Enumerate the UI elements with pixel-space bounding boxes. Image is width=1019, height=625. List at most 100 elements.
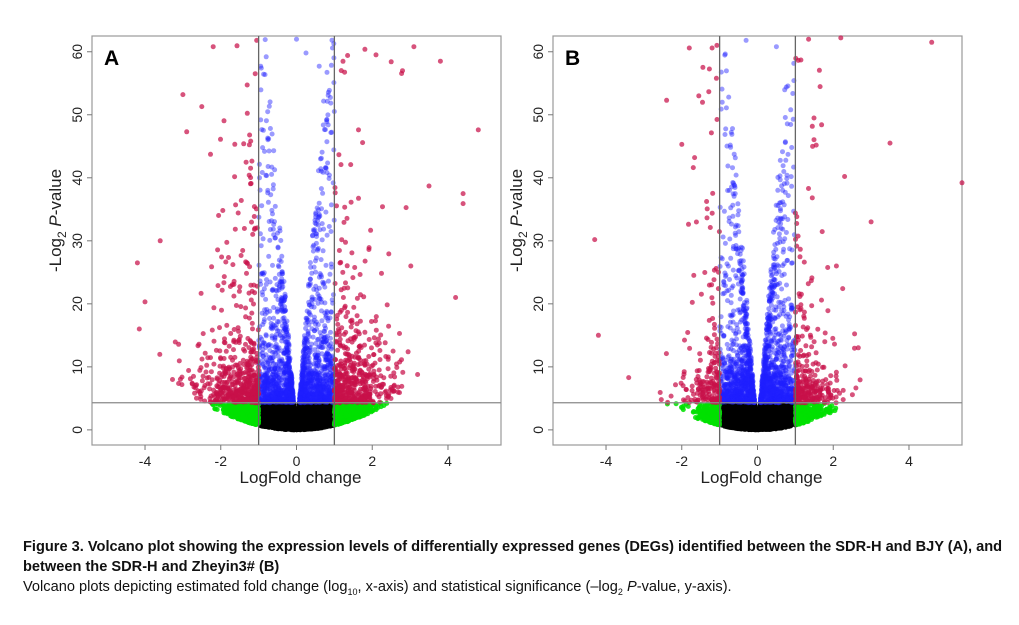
point-significant xyxy=(320,248,326,254)
point-significant xyxy=(268,192,274,198)
point-significant xyxy=(307,282,313,288)
point-significant xyxy=(319,274,324,280)
point-significant xyxy=(320,344,326,350)
point-significant xyxy=(323,262,329,268)
point-significant xyxy=(319,206,324,212)
point-significant xyxy=(328,229,334,234)
point-significant xyxy=(257,175,262,181)
point-fold-change xyxy=(368,404,374,410)
point-significant xyxy=(263,281,269,287)
point-significant xyxy=(269,207,275,213)
point-fold-change xyxy=(243,415,249,421)
point-not-significant xyxy=(298,417,304,423)
point-not-significant xyxy=(292,426,298,432)
point-not-significant xyxy=(318,423,324,429)
point-significant xyxy=(315,300,321,306)
point-not-significant xyxy=(261,410,267,416)
point-fold-change xyxy=(367,408,373,414)
point-significant xyxy=(328,202,334,208)
point-significant xyxy=(319,237,325,243)
point-significant xyxy=(324,117,330,123)
point-not-significant xyxy=(281,408,287,414)
point-not-significant xyxy=(325,414,331,420)
point-not-significant xyxy=(312,411,318,417)
point-significant xyxy=(328,62,334,68)
point-not-significant xyxy=(304,425,310,430)
point-significant xyxy=(307,302,313,308)
point-significant xyxy=(267,126,273,131)
point-fold-change xyxy=(353,412,359,418)
point-significant xyxy=(307,260,313,266)
point-not-significant xyxy=(309,426,315,432)
point-significant xyxy=(270,262,275,268)
point-fold-change xyxy=(229,414,235,420)
point-significant xyxy=(271,148,277,154)
point-fold-change xyxy=(362,407,368,413)
point-fold-change xyxy=(347,417,353,423)
point-significant xyxy=(326,172,332,178)
point-fold-change xyxy=(252,420,258,426)
point-significant xyxy=(328,100,334,106)
point-significant xyxy=(319,221,325,227)
point-fold-change xyxy=(342,419,348,425)
point-significant xyxy=(325,160,331,166)
point-not-significant xyxy=(269,409,275,415)
point-not-significant xyxy=(317,406,323,411)
point-not-significant xyxy=(272,419,277,424)
point-significant xyxy=(260,236,266,242)
point-not-significant xyxy=(313,416,319,422)
point-not-significant xyxy=(273,425,279,431)
point-significant xyxy=(272,275,278,281)
point-significant xyxy=(316,200,322,206)
point-significant xyxy=(320,122,326,128)
point-significant xyxy=(269,131,275,137)
point-significant xyxy=(310,296,316,302)
point-significant xyxy=(313,269,319,275)
point-significant xyxy=(269,171,275,177)
point-significant xyxy=(267,227,273,232)
point-not-significant xyxy=(303,412,308,418)
point-significant xyxy=(319,149,325,155)
point-fold-change xyxy=(214,407,220,412)
point-not-significant xyxy=(307,418,313,424)
point-significant xyxy=(326,224,332,229)
point-fold-change xyxy=(343,413,349,419)
point-significant xyxy=(265,187,271,193)
point-significant xyxy=(324,69,330,75)
point-significant xyxy=(318,186,324,192)
point-significant xyxy=(323,209,329,215)
point-significant xyxy=(319,308,324,314)
point-not-significant xyxy=(320,417,326,423)
point-significant xyxy=(258,243,264,249)
point-not-significant xyxy=(284,425,290,431)
point-not-significant xyxy=(304,405,310,411)
point-significant xyxy=(266,253,272,259)
point-significant xyxy=(266,148,272,154)
point-significant xyxy=(263,296,269,302)
point-significant xyxy=(275,244,281,250)
point-not-significant xyxy=(266,420,272,426)
point-significant xyxy=(265,137,271,143)
point-not-significant xyxy=(288,407,294,412)
point-fold-change xyxy=(221,407,226,412)
point-fold-change xyxy=(225,410,231,416)
point-significant xyxy=(262,72,268,78)
point-significant xyxy=(314,205,320,211)
point-significant xyxy=(265,109,271,115)
point-fold-change xyxy=(338,415,344,420)
point-significant xyxy=(325,112,331,118)
point-significant xyxy=(315,291,321,297)
data-points xyxy=(134,36,481,433)
point-not-significant xyxy=(277,406,283,411)
point-significant xyxy=(262,37,268,43)
point-significant xyxy=(324,232,330,238)
point-significant xyxy=(267,348,273,354)
point-fold-change xyxy=(335,407,340,412)
point-significant xyxy=(263,118,269,124)
point-not-significant xyxy=(282,417,288,423)
point-not-significant xyxy=(298,423,304,429)
point-not-significant xyxy=(298,404,304,410)
point-significant xyxy=(269,358,275,364)
